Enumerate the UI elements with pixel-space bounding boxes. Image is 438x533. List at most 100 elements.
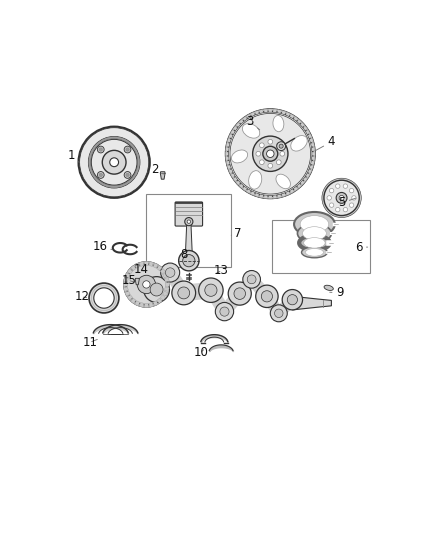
Circle shape: [256, 151, 261, 156]
Polygon shape: [233, 126, 238, 131]
Circle shape: [110, 158, 119, 167]
Text: 13: 13: [214, 264, 229, 277]
Polygon shape: [297, 119, 302, 124]
Polygon shape: [239, 183, 244, 188]
Polygon shape: [282, 192, 286, 197]
Text: 9: 9: [330, 286, 344, 300]
Polygon shape: [160, 269, 166, 274]
Circle shape: [88, 136, 140, 188]
Circle shape: [229, 112, 312, 195]
Polygon shape: [286, 191, 290, 196]
Ellipse shape: [299, 236, 330, 251]
Circle shape: [279, 144, 283, 148]
Circle shape: [183, 255, 195, 267]
Circle shape: [247, 275, 256, 284]
Polygon shape: [311, 156, 315, 160]
Circle shape: [336, 207, 340, 212]
Circle shape: [253, 136, 288, 172]
FancyBboxPatch shape: [146, 195, 231, 268]
Polygon shape: [259, 110, 263, 114]
Circle shape: [339, 196, 344, 200]
Polygon shape: [277, 194, 281, 198]
Text: 2: 2: [151, 163, 163, 175]
Polygon shape: [305, 130, 310, 134]
Circle shape: [234, 288, 246, 300]
Polygon shape: [226, 152, 229, 156]
Polygon shape: [183, 282, 212, 301]
Circle shape: [124, 146, 131, 153]
Polygon shape: [312, 152, 315, 156]
Polygon shape: [268, 109, 272, 112]
Circle shape: [350, 188, 354, 193]
Polygon shape: [205, 287, 230, 315]
Circle shape: [126, 148, 129, 151]
Text: 5: 5: [338, 197, 356, 209]
Polygon shape: [139, 302, 144, 308]
Circle shape: [91, 139, 137, 185]
Circle shape: [220, 307, 229, 316]
Polygon shape: [164, 287, 169, 292]
Polygon shape: [124, 287, 128, 292]
Polygon shape: [259, 194, 263, 198]
Polygon shape: [139, 262, 144, 266]
Circle shape: [78, 127, 150, 198]
Polygon shape: [135, 301, 140, 306]
Polygon shape: [236, 180, 240, 185]
Circle shape: [124, 261, 170, 308]
Circle shape: [80, 128, 149, 197]
FancyBboxPatch shape: [272, 220, 371, 272]
Polygon shape: [286, 112, 290, 117]
Circle shape: [179, 251, 199, 271]
Circle shape: [137, 275, 155, 294]
Polygon shape: [125, 291, 130, 296]
Polygon shape: [226, 161, 230, 165]
Circle shape: [185, 217, 193, 225]
Polygon shape: [303, 126, 307, 131]
Polygon shape: [153, 301, 158, 306]
FancyBboxPatch shape: [175, 202, 203, 226]
Polygon shape: [149, 302, 153, 308]
Polygon shape: [226, 143, 230, 147]
Polygon shape: [127, 295, 133, 300]
Circle shape: [277, 142, 286, 150]
Circle shape: [228, 111, 313, 196]
Circle shape: [261, 290, 272, 302]
Ellipse shape: [249, 171, 262, 189]
Polygon shape: [282, 111, 286, 115]
Polygon shape: [290, 114, 294, 119]
Polygon shape: [153, 263, 158, 268]
Text: 14: 14: [134, 263, 149, 276]
Ellipse shape: [305, 248, 323, 256]
Polygon shape: [231, 173, 235, 177]
Circle shape: [166, 268, 175, 277]
Polygon shape: [229, 134, 233, 139]
Circle shape: [97, 146, 104, 153]
Circle shape: [282, 289, 303, 310]
Polygon shape: [125, 273, 130, 278]
Polygon shape: [239, 119, 244, 124]
Polygon shape: [307, 134, 312, 139]
Circle shape: [97, 172, 104, 179]
Circle shape: [263, 146, 278, 161]
Polygon shape: [255, 192, 259, 197]
Polygon shape: [251, 112, 255, 117]
Ellipse shape: [276, 174, 290, 189]
Polygon shape: [157, 265, 162, 271]
Polygon shape: [165, 269, 189, 297]
Circle shape: [350, 203, 354, 207]
Circle shape: [126, 173, 129, 176]
Circle shape: [352, 196, 356, 200]
Circle shape: [99, 148, 102, 151]
Circle shape: [102, 150, 126, 174]
Circle shape: [336, 192, 347, 203]
Circle shape: [259, 160, 264, 165]
Polygon shape: [297, 183, 302, 188]
Polygon shape: [157, 298, 162, 304]
Circle shape: [276, 143, 281, 148]
Polygon shape: [300, 180, 305, 185]
Polygon shape: [162, 273, 168, 278]
Polygon shape: [273, 195, 277, 198]
Circle shape: [270, 305, 287, 322]
Polygon shape: [235, 276, 256, 297]
Circle shape: [322, 178, 361, 217]
